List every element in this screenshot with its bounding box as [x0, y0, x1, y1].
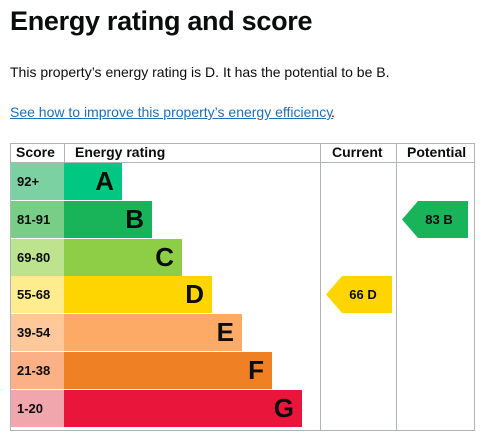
- chart-border-bottom: [10, 430, 475, 431]
- score-header-divider: [64, 143, 65, 163]
- current-rating-arrow-label: 66 D: [349, 287, 377, 303]
- band-letter-e: E: [216, 317, 234, 348]
- potential-column-divider: [396, 143, 397, 431]
- band-letter-c: C: [155, 241, 174, 272]
- band-score-d: 55-68: [11, 276, 64, 314]
- band-bar-c: C: [64, 238, 182, 276]
- potential-rating-arrow-label: 83 B: [425, 211, 453, 227]
- improve-efficiency-link[interactable]: See how to improve this property’s energ…: [10, 104, 334, 120]
- chart-border-left: [10, 143, 11, 431]
- band-bar-a: A: [64, 163, 122, 200]
- band-score-b: 81-91: [11, 200, 64, 238]
- band-score-c: 69-80: [11, 238, 64, 276]
- chart-border-right: [474, 143, 475, 431]
- band-letter-f: F: [248, 355, 264, 385]
- band-bar-f: F: [64, 352, 272, 389]
- header-divider: [10, 162, 475, 163]
- current-rating-arrow: 66 D: [326, 276, 392, 314]
- chart-border-top: [10, 143, 475, 144]
- band-bar-d: D: [64, 276, 212, 314]
- band-score-f: 21-38: [11, 352, 64, 389]
- header-score: Score: [16, 144, 55, 160]
- band-score-g: 1-20: [11, 389, 64, 427]
- band-score-a: 92+: [11, 163, 64, 200]
- band-letter-a: A: [95, 166, 114, 196]
- header-current: Current: [332, 144, 383, 160]
- potential-rating-arrow: 83 B: [402, 200, 468, 238]
- band-bar-e: E: [64, 314, 242, 352]
- energy-rating-chart: Score Energy rating Current Potential 92…: [10, 143, 475, 431]
- band-score-e: 39-54: [11, 314, 64, 352]
- band-letter-d: D: [185, 279, 204, 310]
- header-rating: Energy rating: [75, 144, 166, 160]
- band-letter-g: G: [273, 392, 294, 423]
- rating-summary: This property’s energy rating is D. It h…: [10, 64, 390, 80]
- link-period: .: [331, 104, 335, 120]
- band-bar-g: G: [64, 389, 302, 427]
- current-column-divider: [320, 143, 321, 431]
- band-letter-b: B: [125, 203, 144, 234]
- band-bar-b: B: [64, 200, 152, 238]
- page-title: Energy rating and score: [10, 6, 313, 36]
- header-potential: Potential: [407, 144, 467, 160]
